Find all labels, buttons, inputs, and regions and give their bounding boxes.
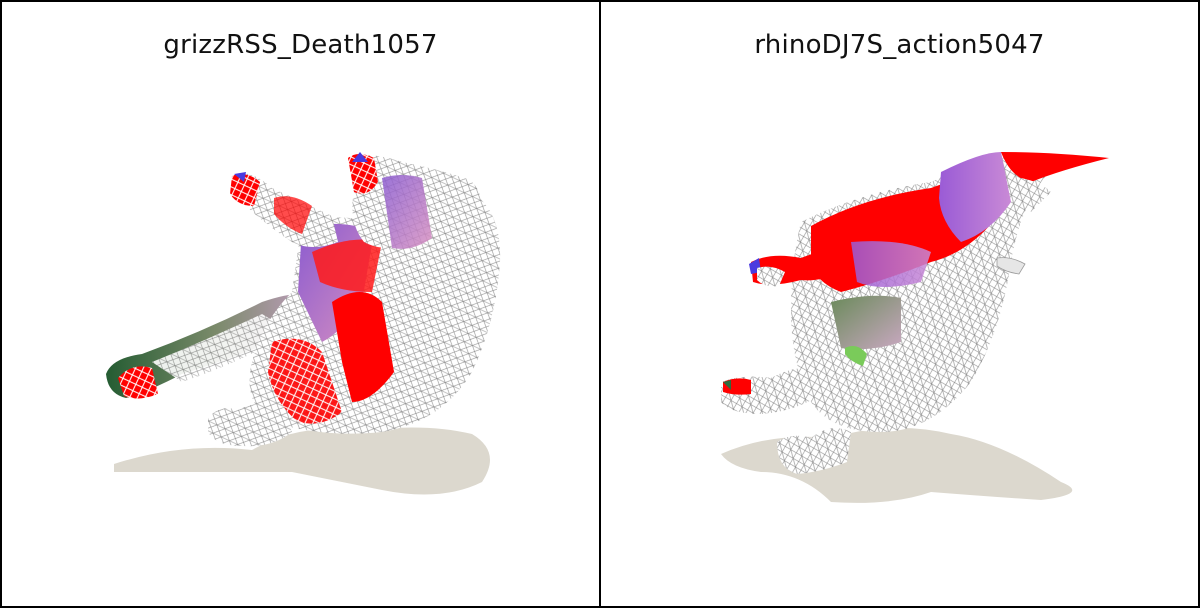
- panel-title-right: rhinoDJ7S_action5047: [754, 30, 1045, 60]
- panel-title-left: grizzRSS_Death1057: [163, 30, 438, 60]
- panel-left: grizzRSS_Death1057: [2, 2, 599, 606]
- bear-mesh-render: [106, 152, 501, 495]
- ground-shadow: [721, 427, 1073, 503]
- ground-shadow: [114, 427, 490, 495]
- panel-divider: [599, 2, 601, 606]
- rhino-mesh-render: [721, 152, 1109, 503]
- panel-right: rhinoDJ7S_action5047: [601, 2, 1198, 606]
